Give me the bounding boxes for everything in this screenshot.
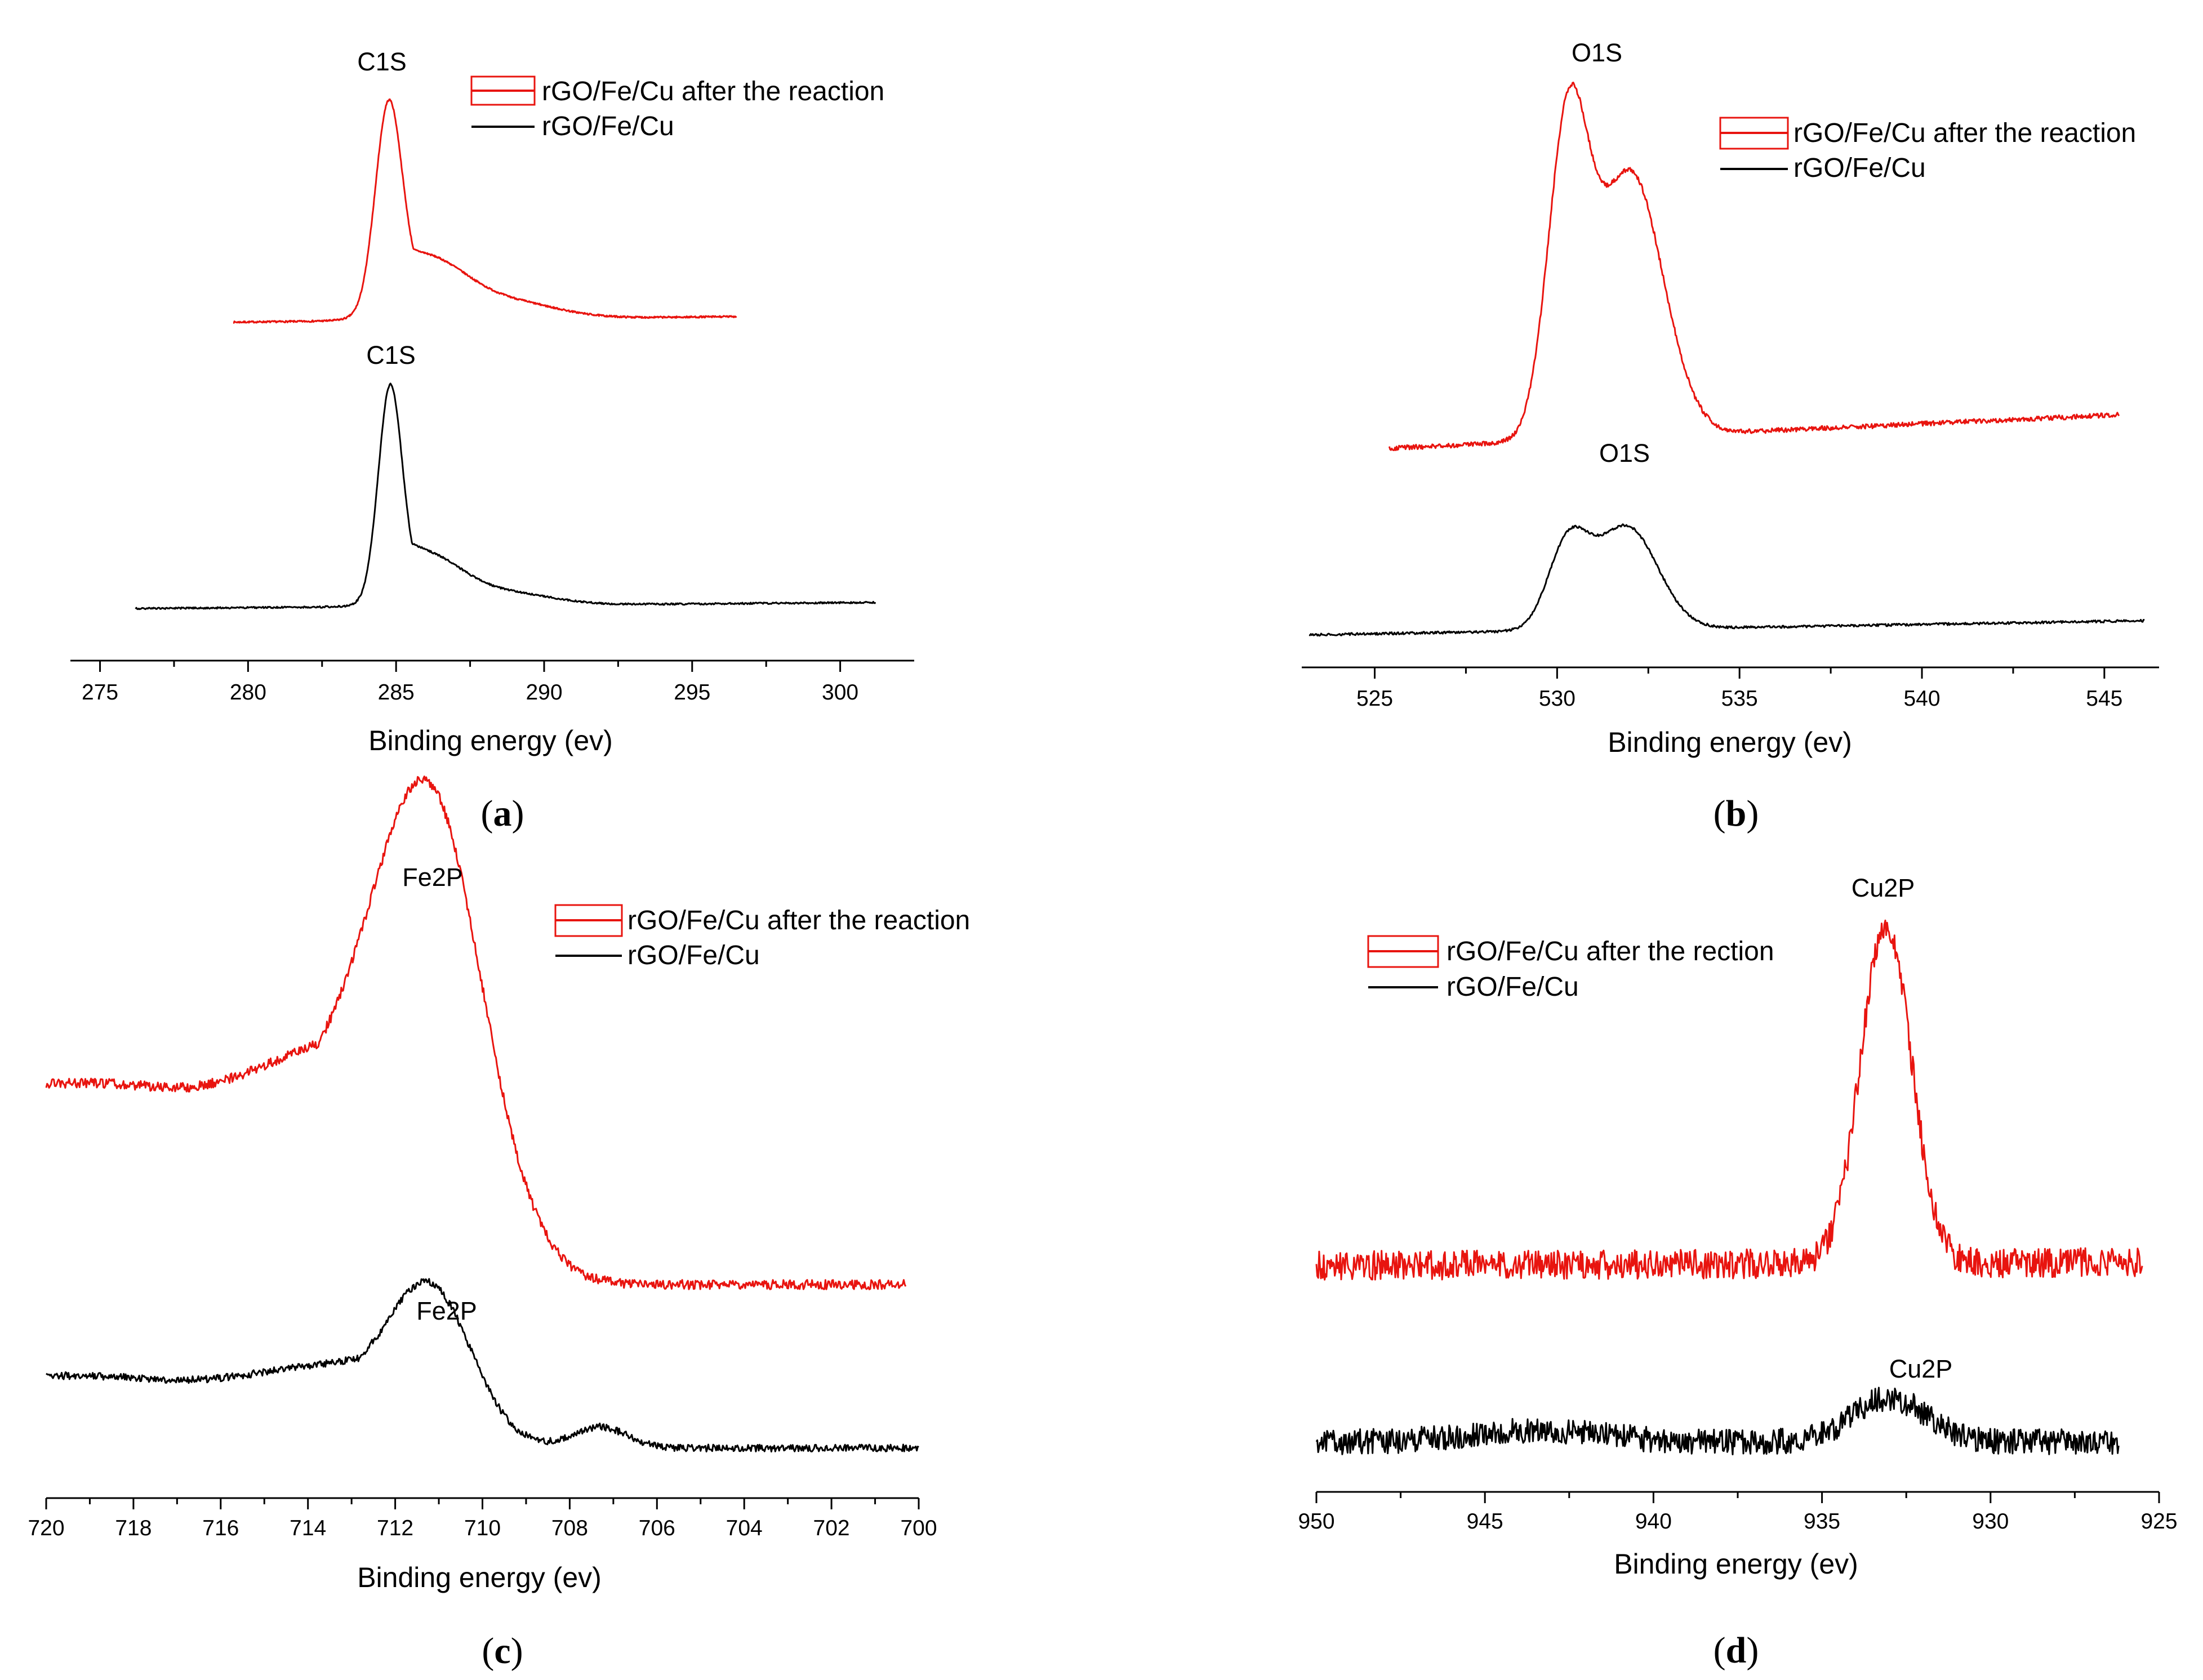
x-tick-label: 275 <box>82 680 118 705</box>
peak-label-after: C1S <box>357 47 407 76</box>
legend-label-before: rGO/Fe/Cu <box>627 941 760 970</box>
panel-caption: (c) <box>482 1630 523 1672</box>
panel-c-chart: 720 718 716 714 712 710 708 706 704 702 700 Fe2P F… <box>28 776 970 1672</box>
legend-label-after: rGO/Fe/Cu after the reaction <box>1793 118 2136 148</box>
panel-a-chart: 275 280 285 290 295 300 C1S C1S rGO/Fe/Cu aft… <box>70 47 914 834</box>
legend-label-after: rGO/Fe/Cu after the reaction <box>542 77 884 106</box>
series-rgo-fe-cu-line <box>46 1278 919 1452</box>
peak-label-before: Fe2P <box>416 1296 477 1325</box>
x-axis-label: Binding energy (ev) <box>368 725 613 756</box>
x-tick-label: 700 <box>900 1516 937 1540</box>
panel-caption: (b) <box>1714 793 1759 834</box>
spectra <box>1315 919 2143 1455</box>
legend: rGO/Fe/Cu after the reaction rGO/Fe/Cu <box>554 904 970 970</box>
x-tick-label: 280 <box>230 680 266 705</box>
x-tick-label: 710 <box>464 1516 501 1540</box>
panel-caption: (d) <box>1714 1630 1759 1671</box>
peak-label-before: C1S <box>366 341 416 369</box>
spectra <box>45 776 919 1452</box>
legend: rGO/Fe/Cu after the reaction rGO/Fe/Cu <box>470 75 884 141</box>
x-tick-label: 950 <box>1298 1509 1334 1534</box>
x-tick-label: 714 <box>290 1516 326 1540</box>
x-tick-label: 708 <box>551 1516 588 1540</box>
x-tick-label: 935 <box>1804 1509 1840 1534</box>
x-axis-ticks: 950 945 940 935 930 925 <box>1298 1492 2178 1534</box>
x-tick-label: 540 <box>1903 687 1940 711</box>
legend-label-before: rGO/Fe/Cu <box>1447 972 1579 1002</box>
x-tick-label: 706 <box>639 1516 675 1540</box>
x-tick-label: 718 <box>115 1516 152 1540</box>
series-after-reaction-line <box>1388 82 2120 451</box>
x-tick-label: 712 <box>377 1516 413 1540</box>
x-tick-label: 704 <box>726 1516 763 1540</box>
peak-label-before: O1S <box>1599 439 1650 467</box>
x-tick-label: 545 <box>2086 687 2122 711</box>
x-tick-label: 940 <box>1635 1509 1672 1534</box>
legend: rGO/Fe/Cu after the reaction rGO/Fe/Cu <box>1719 117 2136 183</box>
x-axis-label: Binding energy (ev) <box>1608 727 1852 758</box>
panel-b-chart: 525 530 535 540 545 O1S O1S rGO/Fe/Cu after … <box>1302 38 2159 834</box>
x-tick-label: 290 <box>526 680 562 705</box>
x-tick-label: 720 <box>28 1516 64 1540</box>
legend-label-before: rGO/Fe/Cu <box>1793 153 1926 183</box>
x-axis-ticks: 275 280 285 290 295 300 <box>82 661 858 705</box>
x-tick-label: 945 <box>1467 1509 1503 1534</box>
series-after-reaction-line <box>1315 919 2143 1281</box>
x-tick-label: 295 <box>674 680 710 705</box>
panel-d-chart: 950 945 940 935 930 925 Cu2P Cu2P rGO/Fe/Cu a… <box>1298 874 2177 1671</box>
x-axis-ticks: 720 718 716 714 712 710 708 706 704 702 700 <box>28 1498 937 1540</box>
x-axis-ticks: 525 530 535 540 545 <box>1356 667 2122 711</box>
series-after-reaction-line <box>45 776 907 1290</box>
x-tick-label: 525 <box>1356 687 1393 711</box>
x-tick-label: 530 <box>1539 687 1576 711</box>
legend-label-after: rGO/Fe/Cu after the reaction <box>627 906 970 935</box>
spectra <box>1309 82 2145 637</box>
series-rgo-fe-cu-line <box>1315 1387 2120 1455</box>
spectra <box>135 98 876 610</box>
legend-label-after: rGO/Fe/Cu after the rection <box>1447 937 1774 966</box>
x-tick-label: 702 <box>813 1516 850 1540</box>
x-tick-label: 285 <box>378 680 415 705</box>
series-after-reaction-line <box>233 98 737 324</box>
panel-caption: (a) <box>481 793 524 834</box>
x-tick-label: 716 <box>202 1516 239 1540</box>
peak-label-after: Fe2P <box>402 863 463 892</box>
x-axis-label: Binding energy (ev) <box>357 1562 602 1593</box>
x-axis-label: Binding energy (ev) <box>1614 1548 1858 1580</box>
peak-label-after: Cu2P <box>1852 874 1915 902</box>
x-tick-label: 925 <box>2140 1509 2177 1534</box>
legend-label-before: rGO/Fe/Cu <box>542 112 674 141</box>
series-rgo-fe-cu-line <box>1309 523 2145 637</box>
x-tick-label: 535 <box>1721 687 1758 711</box>
series-rgo-fe-cu-line <box>135 382 876 610</box>
x-tick-label: 300 <box>822 680 858 705</box>
x-tick-label: 930 <box>1972 1509 2009 1534</box>
legend: rGO/Fe/Cu after the rection rGO/Fe/Cu <box>1367 935 1774 1002</box>
peak-label-before: Cu2P <box>1889 1354 1953 1383</box>
peak-label-after: O1S <box>1572 38 1622 67</box>
